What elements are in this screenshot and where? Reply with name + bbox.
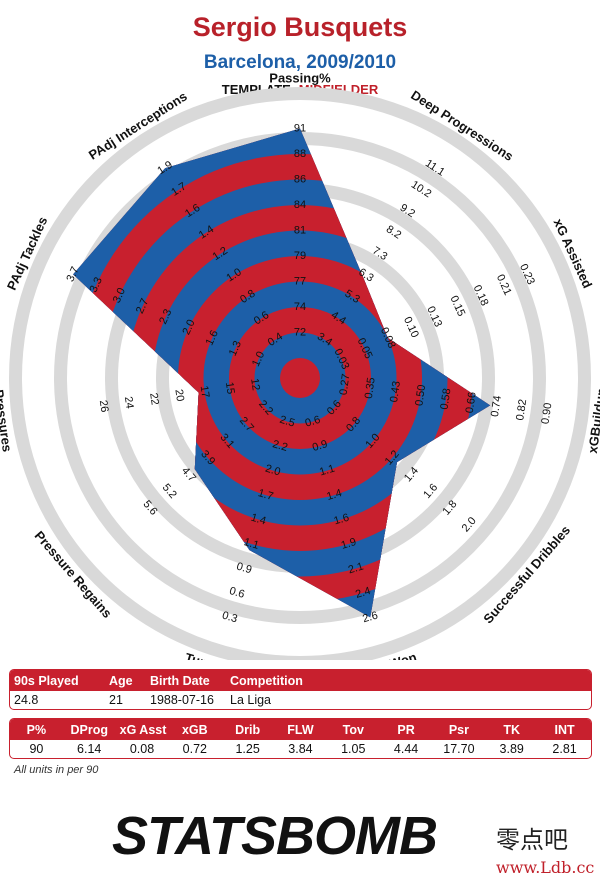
info-value-birth-date: 1988-07-16 (150, 693, 214, 707)
info-value-competition: La Liga (230, 693, 272, 707)
tick-label: 2.0 (264, 463, 282, 479)
stats-header-row: P% DProg xG Asst xGB Drib FLW Tov PR Psr… (10, 719, 591, 740)
axis-label: Passing% (269, 71, 331, 86)
tick-label: 88 (294, 148, 306, 160)
tick-label: 1.4 (249, 512, 267, 528)
tick-label: 0.74 (489, 395, 504, 418)
stats-header-drib: Drib (221, 719, 275, 740)
tick-label: 0.43 (388, 380, 403, 403)
tick-label: 2.4 (354, 585, 372, 601)
tick-label: 86 (294, 174, 306, 186)
stats-value-xgb: 0.72 (182, 742, 208, 756)
tick-label: 0.27 (338, 373, 353, 396)
tick-label: 0.66 (464, 391, 479, 414)
tick-label: 12 (248, 378, 262, 392)
stats-header-p-pct: P% (10, 719, 63, 740)
tick-label: 0.58 (439, 388, 454, 411)
info-header-90s: 90s Played (10, 670, 105, 691)
stats-header-int: INT (538, 719, 591, 740)
info-header-competition: Competition (226, 670, 591, 691)
tick-label: 2.2 (271, 438, 289, 454)
info-table: 90s Played Age Birth Date Competition 24… (9, 669, 592, 710)
info-value-row: 24.8 21 1988-07-16 La Liga (10, 691, 591, 709)
stats-value-drib: 1.25 (235, 742, 260, 756)
tick-label: 0.9 (235, 561, 253, 577)
watermark-url: www.Ldb.cc (496, 858, 595, 877)
stats-value-row: 90 6.14 0.08 0.72 1.25 3.84 1.05 4.44 17… (10, 740, 591, 758)
tick-label: 20 (172, 388, 186, 402)
tick-label: 1.6 (333, 512, 351, 528)
tick-label: 1.3 (227, 339, 244, 358)
statsbomb-logo-text: STATSBOMB (112, 806, 438, 866)
stats-value-pr: 4.44 (393, 742, 419, 756)
stats-value-dprog: 6.14 (77, 742, 102, 756)
stats-header-flw: FLW (274, 719, 327, 740)
tick-label: 1.4 (325, 487, 343, 503)
tick-label: 0.82 (514, 398, 529, 421)
tick-label: 15 (223, 381, 237, 395)
radar-band-0 (280, 358, 320, 398)
tick-label: 0.9 (311, 438, 329, 454)
stats-value-psr: 17.70 (443, 742, 475, 756)
stats-header-tov: Tov (326, 719, 380, 740)
info-value-90s: 24.8 (14, 693, 39, 707)
info-header-age: Age (105, 670, 146, 691)
stats-value-p-pct: 90 (29, 742, 44, 756)
stats-value-int: 2.81 (552, 742, 577, 756)
info-value-age: 21 (109, 693, 123, 707)
radar-chart: 727477798184868891Passing%3.44.45.36.37.… (0, 71, 600, 660)
stats-header-psr: Psr (432, 719, 486, 740)
tick-label: 17 (198, 385, 212, 399)
stats-value-flw: 3.84 (288, 742, 313, 756)
tick-label: 81 (294, 225, 306, 237)
tick-label: 0.90 (539, 402, 554, 425)
tick-label: 74 (294, 301, 306, 313)
grid-ring-0 (9, 87, 591, 660)
tick-label: 3.3 (88, 275, 105, 294)
tick-label: 0.50 (413, 384, 428, 407)
tick-label: 2.7 (134, 297, 151, 316)
tick-label: 72 (294, 327, 306, 339)
stats-header-pr: PR (379, 719, 433, 740)
tick-label: 2.0 (180, 318, 197, 337)
tick-label: 1.1 (318, 463, 336, 479)
tick-label: 0.35 (363, 377, 378, 400)
stats-value-xg-asst: 0.08 (129, 742, 155, 756)
stats-header-dprog: DProg (62, 719, 116, 740)
tick-label: 1.7 (257, 487, 275, 503)
tick-label: 0.6 (228, 585, 246, 601)
stats-header-xgb: xGB (168, 719, 222, 740)
tick-label: 3.7 (64, 265, 81, 284)
tick-label: 22 (147, 392, 161, 406)
stats-value-tk: 3.89 (499, 742, 524, 756)
tick-label: 79 (294, 250, 306, 262)
tick-label: 0.6 (304, 414, 322, 430)
stats-table: P% DProg xG Asst xGB Drib FLW Tov PR Psr… (9, 718, 592, 759)
tick-label: 1.6 (204, 328, 221, 347)
tick-label: 1.0 (250, 350, 267, 369)
tick-label: 91 (294, 123, 306, 135)
tick-label: 3.0 (111, 286, 128, 305)
tick-label: 1.1 (242, 536, 260, 552)
stats-header-tk: TK (485, 719, 539, 740)
stats-value-tov: 1.05 (341, 742, 366, 756)
tick-label: 0.3 (221, 609, 239, 625)
tick-label: 24 (122, 396, 136, 410)
tick-label: 84 (294, 199, 306, 211)
watermark-cn: 零点吧 (496, 826, 568, 854)
stats-header-xg-asst: xG Asst (115, 719, 169, 740)
axis-label: Successful Dribbles (480, 523, 573, 627)
tick-label: 2.6 (361, 609, 379, 625)
team-season: Barcelona, 2009/2010 (203, 52, 397, 73)
info-header-row: 90s Played Age Birth Date Competition (10, 670, 591, 691)
units-footnote: All units in per 90 (14, 764, 99, 776)
tick-label: 1.9 (340, 536, 358, 552)
player-name: Sergio Busquets (192, 12, 408, 42)
tick-label: 2.5 (278, 414, 296, 430)
tick-label: 2.1 (347, 561, 365, 577)
tick-label: 26 (97, 399, 111, 413)
tick-label: 2.3 (157, 307, 174, 326)
info-header-birth-date: Birth Date (146, 670, 226, 691)
tick-label: 77 (294, 276, 306, 288)
